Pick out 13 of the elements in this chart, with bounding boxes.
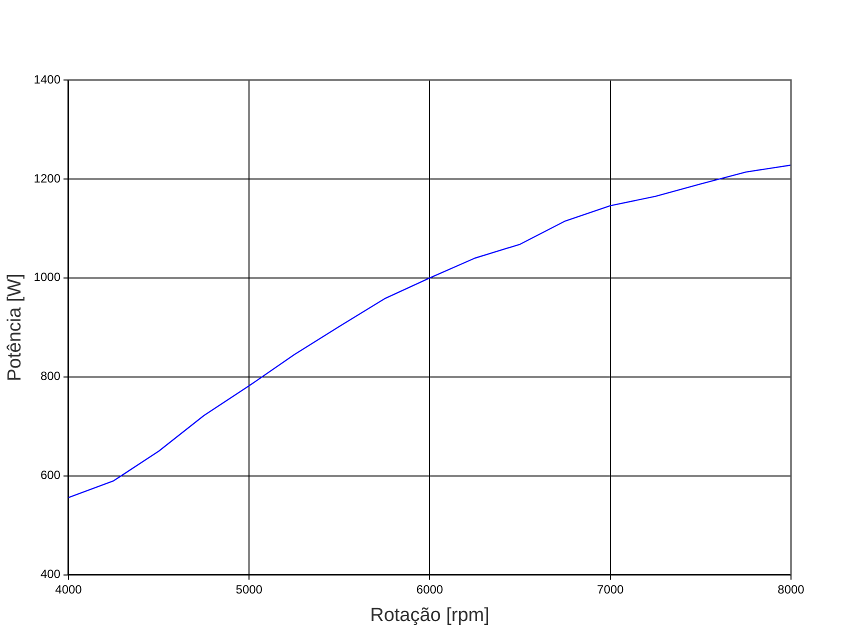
y-tick-label: 1000 (34, 270, 61, 284)
x-tick-label: 6000 (416, 582, 444, 596)
y-tick-label: 600 (40, 468, 61, 482)
x-tick-label: 5000 (236, 582, 263, 596)
y-tick-label: 400 (40, 567, 61, 582)
y-tick-label: 800 (40, 369, 61, 384)
x-tick-label: 8000 (778, 582, 805, 596)
y-tick-label: 1400 (34, 72, 61, 86)
x-tick-label: 4000 (55, 582, 82, 596)
y-tick-label: 1200 (34, 171, 61, 186)
x-axis-title: Rotação [rpm] (370, 604, 490, 626)
x-tick-label: 7000 (597, 582, 624, 596)
y-axis-title: Potência [W] (4, 274, 26, 382)
